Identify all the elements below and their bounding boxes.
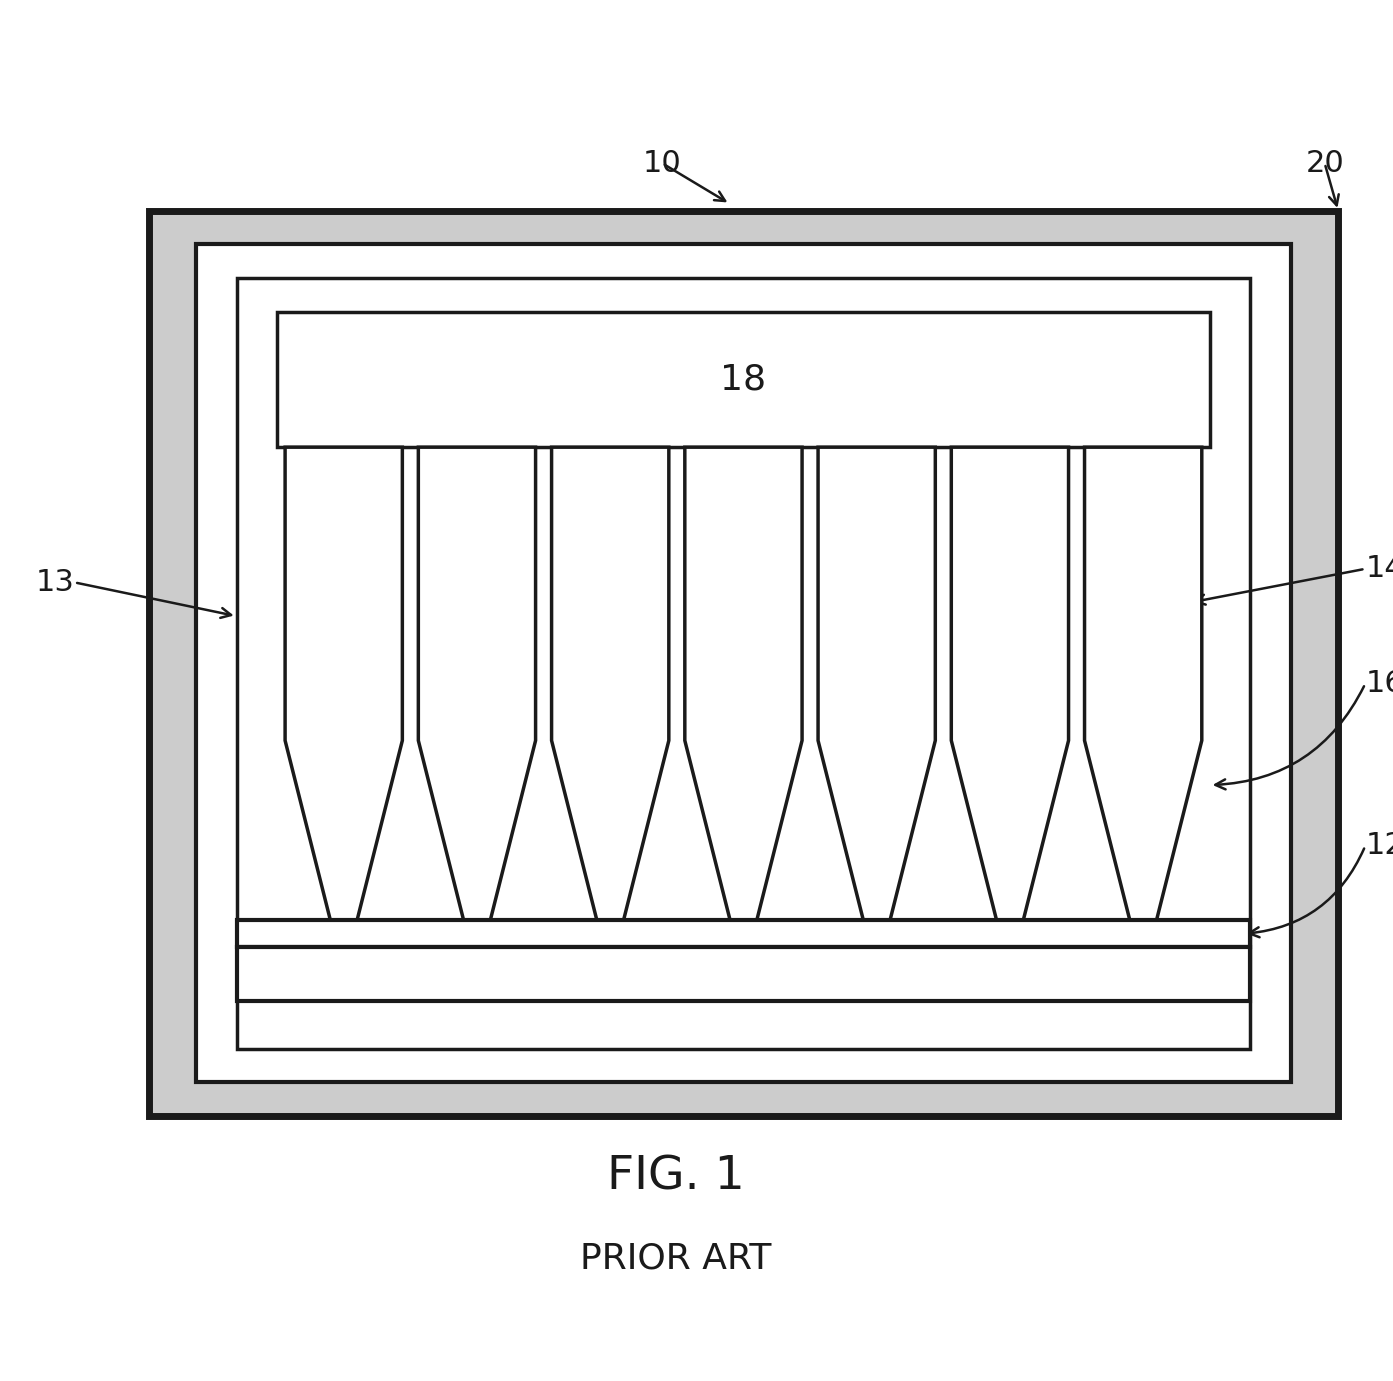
Bar	[196, 244, 1291, 1083]
Polygon shape	[418, 447, 535, 920]
Bar	[237, 947, 1251, 1001]
Polygon shape	[685, 447, 802, 920]
Polygon shape	[818, 447, 935, 920]
Bar	[277, 312, 1209, 447]
Bar	[237, 920, 1251, 947]
Polygon shape	[951, 447, 1068, 920]
Text: FIG. 1: FIG. 1	[607, 1155, 745, 1200]
Text: 12: 12	[1365, 831, 1393, 860]
Text: 13: 13	[35, 568, 74, 597]
Polygon shape	[286, 447, 403, 920]
Text: PRIOR ART: PRIOR ART	[579, 1242, 772, 1275]
Polygon shape	[552, 447, 669, 920]
Polygon shape	[1085, 447, 1202, 920]
Text: 18: 18	[720, 363, 766, 396]
Text: 14: 14	[1365, 554, 1393, 583]
Bar	[149, 211, 1339, 1116]
Bar	[237, 278, 1251, 1048]
Text: 16: 16	[1365, 670, 1393, 699]
Text: 20: 20	[1305, 149, 1344, 178]
Text: 10: 10	[644, 149, 681, 178]
